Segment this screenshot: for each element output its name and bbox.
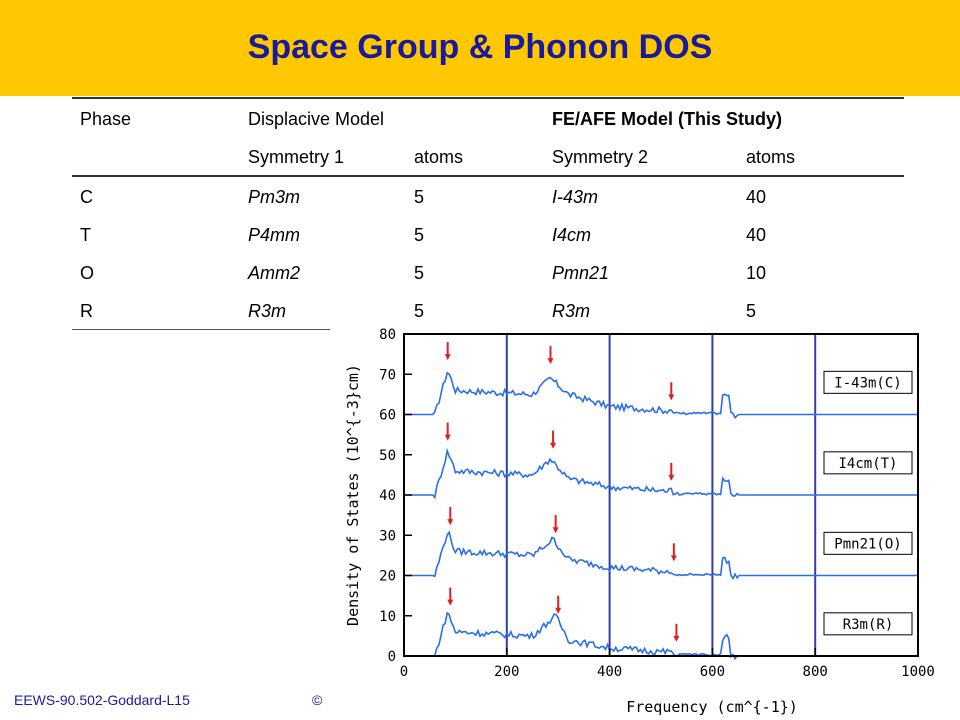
y-axis-label: Density of States (10^{-3}cm) [344,364,362,626]
y-tick-label: 20 [379,569,396,585]
y-tick-label: 0 [388,649,396,665]
series-label-box [823,531,913,555]
table-header-row: Phase Displacive Model FE/AFE Model (Thi… [72,97,904,137]
table-row: O Amm2 5 Pmn21 10 [72,253,904,291]
atoms-2-cell: 40 [746,187,767,207]
series-label: R3m(R) [843,617,894,633]
phase-cell: T [80,225,91,245]
peak-arrow-head [444,354,451,361]
series-label-box [823,451,913,475]
atoms-1-cell: 5 [414,187,425,207]
series-line [404,530,918,581]
y-tick-label: 50 [379,448,396,464]
header-atoms-1: atoms [414,147,464,167]
header-fe-afe-model: FE/AFE Model (This Study) [552,109,782,129]
peak-arrow-head [668,394,675,401]
peak-arrow-head [447,519,454,526]
phase-cell: O [80,263,95,283]
x-tick-label: 200 [494,664,519,680]
atoms-2-cell: 40 [746,225,767,245]
table-row: C Pm3m 5 I-43m 40 [72,177,904,215]
symmetry-1-cell: Amm2 [248,263,301,283]
table-row: T P4mm 5 I4cm 40 [72,215,904,253]
series-labels: I-43m(C) I4cm(T) Pmn21(O) R3m(R) [823,370,913,636]
phase-cell: R [80,301,93,321]
y-tick-labels: 0 10 20 30 40 50 60 70 80 [379,327,412,665]
phonon-dos-chart: 0 10 20 30 40 50 60 70 80 0 200 400 600 800 1000 I-43… [330,324,955,720]
peak-arrow-head [547,358,554,365]
series-label: I4cm(T) [838,456,897,472]
x-axis-label: Frequency (cm^{-1}) [626,698,798,716]
atoms-2-cell: 10 [746,263,767,283]
peak-arrow-head [552,527,559,534]
header-atoms-2: atoms [746,147,796,167]
y-tick-label: 60 [379,408,396,424]
y-tick-label: 30 [379,528,396,544]
header-symmetry-2: Symmetry 2 [552,147,649,167]
footer-course-label: EEWS-90.502-Goddard-L15 [14,692,190,708]
symmetry-2-cell: I4cm [552,225,592,245]
peak-arrow-head [550,442,557,449]
title-bar [0,0,960,96]
x-tick-label: 1000 [901,664,935,680]
atoms-1-cell: 5 [414,301,425,321]
series-label-box [823,612,913,636]
x-tick-label: 600 [700,664,725,680]
peak-arrow-head [673,635,680,642]
symmetry-1-cell: Pm3m [248,187,301,207]
header-displacive-model: Displacive Model [248,109,385,129]
atoms-1-cell: 5 [414,263,425,283]
atoms-2-cell: 5 [746,301,757,321]
peak-arrow-head [555,607,562,614]
space-group-table: Phase Displacive Model FE/AFE Model (Thi… [72,97,904,330]
peak-arrow-head [668,474,675,481]
series-label: Pmn21(O) [834,536,901,552]
series-label: I-43m(C) [834,375,901,391]
series-line [404,447,918,500]
y-tick-label: 80 [379,327,396,343]
peak-arrow-head [447,599,454,606]
symmetry-1-cell: P4mm [248,225,301,245]
symmetry-1-cell: R3m [248,301,287,321]
peak-arrow-head [444,434,451,441]
header-phase: Phase [80,109,132,129]
symmetry-2-cell: Pmn21 [552,263,610,283]
x-tick-label: 800 [803,664,828,680]
footer-copyright-symbol: © [312,692,323,708]
phase-cell: C [80,187,93,207]
table-subheader-row: Symmetry 1 atoms Symmetry 2 atoms [72,137,904,177]
y-tick-label: 40 [379,488,396,504]
peak-arrow-head [670,555,677,562]
symmetry-2-cell: I-43m [552,187,599,207]
header-symmetry-1: Symmetry 1 [248,147,345,167]
series-label-box [823,370,913,394]
x-tick-label: 0 [400,664,408,680]
x-tick-label: 400 [597,664,622,680]
y-tick-label: 70 [379,367,396,383]
y-tick-label: 10 [379,609,396,625]
slide-title: Space Group & Phonon DOS [247,28,713,66]
symmetry-2-cell: R3m [552,301,591,321]
series-line [404,371,918,420]
chart-arrows [444,342,680,642]
atoms-1-cell: 5 [414,225,425,245]
x-tick-labels: 0 200 400 600 800 1000 [400,648,935,680]
